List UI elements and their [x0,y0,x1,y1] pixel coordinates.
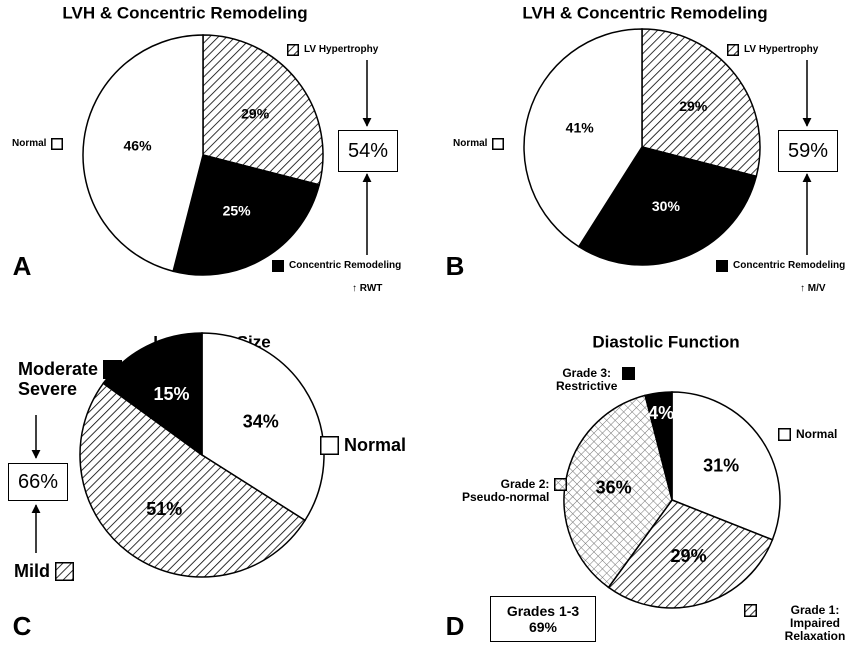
legend-swatch-box [716,260,728,272]
value-label: 36% [596,478,632,498]
legend-swatch-box [622,367,636,380]
pie-slice [172,154,321,276]
pie-slice [79,382,307,578]
legend-entry: Normal [12,138,64,150]
legend-swatch-box [554,478,568,491]
legend-label: Mild [14,561,50,581]
legend-swatch [320,436,339,455]
legend-swatch-box [103,360,123,379]
legend-entry: Concentric Remodeling [716,260,845,272]
legend-entry: Mild [14,561,74,582]
legend-entry: Normal [453,138,505,150]
pie-slice [641,28,761,178]
chart-title: Diastolic Function [592,332,739,351]
legend-swatch [492,138,505,150]
legend-entry: Normal [778,427,838,441]
panel-label: C [13,611,32,641]
value-label: 51% [146,499,182,519]
value-label: 15% [154,384,190,404]
total-box: 54% [338,130,398,172]
pie-slice [577,146,758,266]
legend-swatch [622,367,636,380]
value-label: 29% [671,546,707,566]
value-label: 29% [241,105,270,121]
legend-entry: Grade 1: Impaired Relaxation [744,603,868,644]
legend-swatch-box [744,604,757,617]
legend-swatch [744,604,757,617]
legend-entry: Grade 2: Pseudo-normal [462,477,568,505]
pie-slice [523,28,643,248]
legend-swatch [727,44,739,56]
value-label: 29% [679,98,708,114]
legend-entry: LV Hypertrophy [727,44,818,56]
legend-swatch-box [727,44,739,56]
legend-swatch-box [55,562,74,581]
panel-label: B [446,251,465,281]
total-box: Grades 1-3 69% [490,596,596,642]
legend-swatch-box [272,260,284,272]
pie-slice [671,391,781,541]
legend-swatch [55,562,74,581]
value-label: 41% [566,120,595,136]
legend-label: LV Hypertrophy [744,44,819,55]
panel-label: D [446,611,465,641]
chart-title: LVH & Concentric Remodeling [62,3,307,22]
legend-swatch [51,138,64,150]
legend-label: Moderate Severe [18,359,99,399]
value-label: 31% [703,455,739,475]
legend-label: Concentric Remodeling [289,260,402,271]
legend-label: Normal [344,435,407,455]
value-label: 25% [223,203,252,219]
pie-slice [644,391,673,501]
legend-entry: Grade 3: Restrictive [556,366,636,394]
total-box: 59% [778,130,838,172]
note: ↑ M/V [800,283,826,294]
legend-entry: Concentric Remodeling [272,260,401,272]
legend-entry: Normal [320,435,407,456]
value-label: 34% [243,411,279,431]
panel-label: A [13,251,32,281]
value-label: 46% [124,137,153,153]
legend-label: Grade 1: Impaired Relaxation [784,603,846,644]
note: ↑ RWT [352,283,383,294]
legend-label: Normal [796,427,838,441]
legend-label: Grade 2: Pseudo-normal [462,477,550,505]
chart-title: LVH & Concentric Remodeling [522,3,767,22]
legend-swatch [272,260,284,272]
legend-label: Grade 3: Restrictive [556,366,618,394]
legend-swatch-box [492,138,505,150]
legend-label: Normal [12,138,47,149]
legend-entry: Moderate Severe [18,359,123,400]
legend-swatch-box [320,436,339,455]
legend-label: Normal [453,138,488,149]
total-box: 66% [8,463,68,501]
legend-swatch-box [51,138,64,150]
value-label: 4% [648,403,674,423]
legend-swatch-box [778,428,791,441]
legend-label: LV Hypertrophy [304,44,379,55]
legend-swatch [716,260,728,272]
legend-swatch [778,428,791,441]
pie-slice [82,34,204,273]
value-label: 30% [652,198,681,214]
legend-swatch [287,44,299,56]
legend-swatch [554,478,568,491]
legend-swatch-box [287,44,299,56]
legend-entry: LV Hypertrophy [287,44,378,56]
pie-slice [607,499,774,609]
legend-label: Concentric Remodeling [733,260,846,271]
pie-slice [202,34,324,186]
legend-swatch [103,360,123,379]
